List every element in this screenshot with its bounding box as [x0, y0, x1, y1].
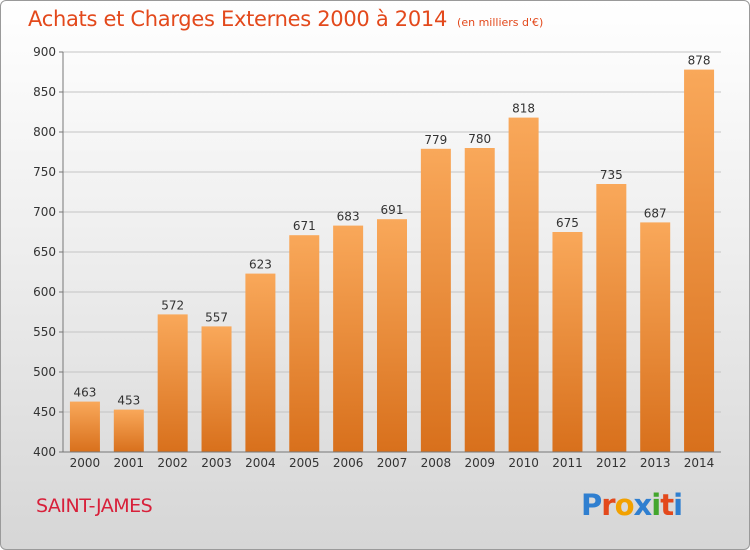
bar[interactable] [508, 117, 539, 452]
data-label: 683 [337, 210, 360, 224]
y-tick-label: 500 [33, 365, 56, 379]
x-tick-label: 2000 [70, 456, 101, 470]
logo-letter: x [633, 488, 653, 522]
x-tick-label: 2012 [596, 456, 627, 470]
logo-letter: t [660, 488, 674, 522]
bar[interactable] [377, 219, 407, 452]
data-label: 780 [468, 132, 491, 146]
x-tick-label: 2003 [201, 456, 232, 470]
bar[interactable] [113, 409, 144, 452]
logo-letter: i [673, 488, 683, 522]
city-name: SAINT-JAMES [36, 495, 153, 517]
y-tick-label: 700 [33, 205, 56, 219]
x-tick-label: 2006 [333, 456, 364, 470]
x-tick-label: 2004 [245, 456, 276, 470]
data-label: 779 [424, 133, 447, 147]
x-tick-label: 2011 [552, 456, 583, 470]
bar[interactable] [552, 232, 583, 452]
bar[interactable] [464, 148, 495, 452]
data-label: 691 [381, 203, 404, 217]
bar[interactable] [640, 222, 671, 452]
x-tick-label: 2008 [421, 456, 452, 470]
chart-title-text: Achats et Charges Externes 2000 à 2014 [28, 7, 448, 31]
data-label: 735 [600, 168, 623, 182]
x-tick-label: 2007 [377, 456, 408, 470]
x-axis: 2000 2001 2002 2003 2004 2005 2006 2007 2008 2009… [63, 451, 721, 470]
y-tick-label: 600 [33, 285, 56, 299]
data-label: 878 [688, 54, 711, 68]
x-tick-label: 2002 [157, 456, 188, 470]
x-tick-label: 2005 [289, 456, 320, 470]
bar[interactable] [420, 148, 451, 453]
y-tick-label: 450 [33, 405, 56, 419]
bar[interactable] [157, 314, 188, 452]
data-label: 687 [644, 206, 667, 220]
data-label: 557 [205, 310, 228, 324]
x-tick-label: 2009 [464, 456, 495, 470]
y-tick-label: 750 [33, 165, 56, 179]
y-tick-label: 800 [33, 125, 56, 139]
logo-letter: o [614, 488, 635, 522]
logo-letter: P [581, 488, 602, 522]
data-label: 671 [293, 219, 316, 233]
y-tick-label: 550 [33, 325, 56, 339]
y-tick-label: 400 [33, 445, 56, 459]
x-tick-label: 2010 [508, 456, 539, 470]
bar[interactable] [596, 184, 627, 452]
y-tick-label: 650 [33, 245, 56, 259]
y-axis: 400 450 500 550 600 650 700 750 800 850 900 [33, 45, 64, 459]
x-tick-label: 2013 [640, 456, 671, 470]
chart-title: Achats et Charges Externes 2000 à 2014 (e… [28, 7, 543, 31]
y-tick-label: 900 [33, 45, 56, 59]
data-label: 623 [249, 258, 272, 272]
data-label: 572 [161, 298, 184, 312]
bar[interactable] [201, 326, 232, 452]
data-label: 463 [73, 386, 96, 400]
logo-letter: i [651, 488, 661, 522]
bars: 463 453 572 557 623 671 683 691 779 780 818 675 735 6… [69, 54, 715, 453]
chart-unit: (en milliers d'€) [457, 16, 544, 29]
y-tick-label: 850 [33, 85, 56, 99]
data-label: 675 [556, 216, 579, 230]
x-tick-label: 2014 [684, 456, 715, 470]
logo-letter: r [601, 488, 615, 522]
data-label: 818 [512, 102, 535, 116]
proxiti-logo[interactable]: Proxiti [581, 488, 683, 522]
bar[interactable] [245, 273, 276, 452]
x-tick-label: 2001 [114, 456, 145, 470]
data-label: 453 [117, 394, 140, 408]
bar[interactable] [289, 235, 320, 452]
bar[interactable] [69, 401, 100, 452]
bar[interactable] [333, 225, 364, 452]
bar[interactable] [684, 69, 715, 452]
